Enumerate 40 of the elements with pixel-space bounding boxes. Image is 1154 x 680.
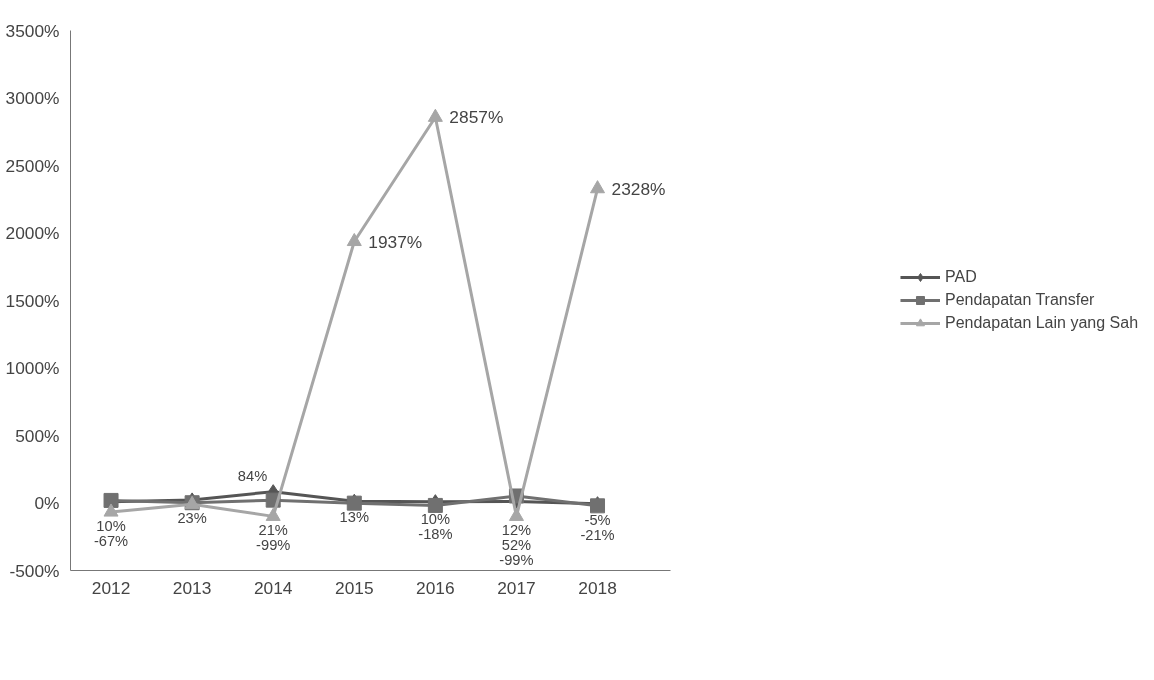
point [427, 108, 443, 122]
x-tick-label: 2017 [497, 577, 536, 598]
y-tick-label: -500% [9, 560, 60, 581]
data-label: -21% [580, 526, 615, 543]
y-tick-label: 0% [34, 493, 60, 513]
y-tick-label: 3500% [5, 20, 60, 41]
data-label: 2857% [449, 107, 504, 128]
data-label: 13% [339, 509, 369, 526]
y-tick-label: 3000% [5, 88, 60, 108]
x-tick-label: 2013 [172, 577, 212, 598]
x-tick-label: 2018 [578, 577, 617, 598]
y-tick-label: 2500% [5, 155, 60, 176]
y-tick-label: 1500% [5, 290, 60, 311]
data-label: 21% [258, 522, 288, 539]
x-tick-label: 2012 [91, 577, 131, 598]
data-label: 52% [501, 537, 532, 554]
legend-label: PAD [944, 268, 977, 286]
data-label: 84% [237, 467, 268, 484]
data-label: 23% [177, 510, 207, 527]
data-label: -99% [256, 537, 291, 554]
y-tick-label: 500% [15, 425, 60, 446]
x-tick-label: 2014 [253, 577, 293, 598]
data-label: 10% [96, 518, 126, 535]
data-label: 10% [420, 511, 451, 528]
data-label: -99% [499, 552, 534, 569]
point [346, 232, 362, 247]
y-tick-label: 1000% [5, 358, 60, 378]
data-label: -67% [93, 533, 129, 550]
data-label: 2328% [611, 178, 666, 199]
x-tick-label: 2015 [335, 577, 374, 598]
data-label: 1937% [368, 231, 423, 252]
legend-label: Pendapatan Transfer [944, 291, 1095, 309]
data-label: 12% [501, 522, 532, 539]
point [590, 180, 606, 194]
data-label: -18% [418, 526, 453, 543]
x-tick-label: 2016 [416, 577, 455, 598]
data-label: -5% [584, 511, 611, 528]
y-tick-label: 2000% [5, 223, 60, 243]
legend-label: Pendapatan Lain yang Sah [944, 314, 1139, 332]
point [103, 503, 119, 517]
